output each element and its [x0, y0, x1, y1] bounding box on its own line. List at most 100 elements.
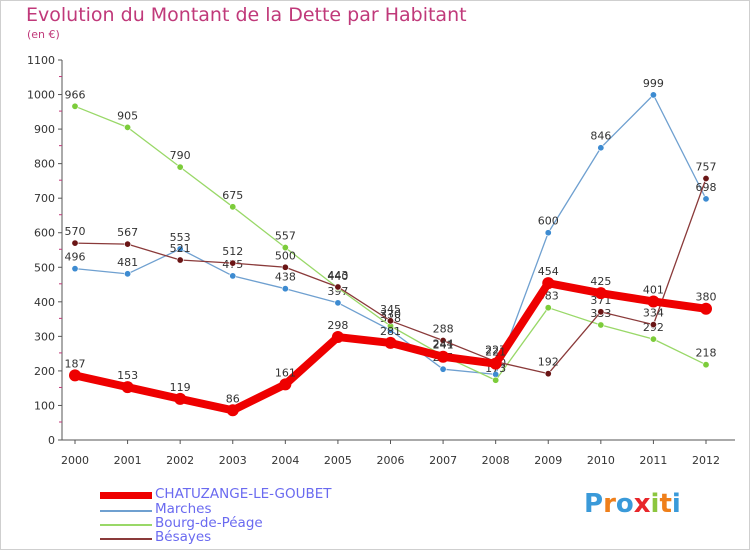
data-label: 698: [696, 181, 717, 194]
x-tick-label: 2007: [429, 454, 457, 467]
data-point: [334, 299, 342, 307]
data-point: [386, 317, 394, 325]
data-point: [71, 102, 79, 110]
x-tick-label: 2003: [219, 454, 247, 467]
data-label: 334: [643, 307, 664, 320]
data-label: 675: [222, 189, 243, 202]
x-tick-label: 2009: [534, 454, 562, 467]
data-label: 557: [275, 230, 296, 243]
data-label: 218: [696, 347, 717, 360]
x-tick-label: 2005: [324, 454, 352, 467]
data-point: [176, 256, 184, 264]
legend-swatch-bourg-de-peage: [100, 524, 152, 526]
legend-swatch-chatuzange: [100, 492, 152, 499]
data-point: [544, 304, 552, 312]
data-label: 567: [117, 226, 138, 239]
data-label: 119: [170, 381, 191, 394]
data-point: [700, 302, 712, 315]
proxiti-logo: Proxiti: [584, 489, 681, 519]
data-point: [649, 321, 657, 329]
y-tick-label: 400: [34, 296, 55, 309]
data-point: [594, 287, 607, 300]
data-point: [702, 174, 710, 182]
legend-label-besayes: Bésayes: [155, 529, 212, 545]
data-label: 481: [117, 256, 138, 269]
y-tick-label: 800: [34, 158, 55, 171]
data-label: 454: [538, 265, 559, 278]
data-point: [229, 272, 237, 280]
data-point: [71, 265, 79, 273]
chart-title: Evolution du Montant de la Dette par Hab…: [26, 4, 467, 26]
data-label: 153: [117, 369, 138, 382]
legend-swatch-marches: [100, 510, 152, 512]
data-label: 443: [327, 269, 348, 282]
x-tick-label: 2001: [114, 454, 142, 467]
data-label: 521: [170, 242, 191, 255]
data-label: 244: [433, 338, 454, 351]
y-tick-label: 1000: [27, 89, 55, 102]
x-tick-label: 2012: [692, 454, 720, 467]
data-label: 161: [275, 366, 296, 379]
data-point: [647, 295, 660, 308]
data-point: [226, 404, 239, 417]
x-tick-label: 2008: [482, 454, 510, 467]
data-point: [489, 357, 502, 370]
data-point: [597, 321, 605, 329]
y-tick-label: 700: [34, 192, 55, 205]
data-point: [439, 337, 447, 345]
data-label: 496: [65, 251, 86, 264]
data-point: [649, 91, 657, 99]
data-label: 905: [117, 109, 138, 122]
data-point: [597, 308, 605, 316]
data-point: [176, 163, 184, 171]
data-point: [331, 331, 344, 344]
data-label: 600: [538, 215, 559, 228]
y-tick-label: 200: [34, 365, 55, 378]
data-point: [281, 285, 289, 293]
data-point: [71, 239, 79, 247]
data-label: 966: [65, 88, 86, 101]
data-label: 553: [170, 231, 191, 244]
data-point: [281, 244, 289, 252]
data-label: 281: [380, 325, 401, 338]
x-tick-label: 2010: [587, 454, 615, 467]
data-point: [702, 195, 710, 203]
data-point: [229, 259, 237, 267]
data-point: [121, 381, 134, 394]
y-tick-label: 100: [34, 399, 55, 412]
y-tick-label: 1100: [27, 54, 55, 67]
data-label: 999: [643, 77, 664, 90]
data-point: [124, 123, 132, 131]
data-point: [124, 240, 132, 248]
x-tick-label: 2006: [377, 454, 405, 467]
data-point: [439, 365, 447, 373]
x-tick-label: 2000: [61, 454, 89, 467]
data-label: 401: [643, 283, 664, 296]
y-tick-label: 900: [34, 123, 55, 136]
data-label: 298: [327, 319, 348, 332]
data-point: [124, 270, 132, 278]
data-label: 192: [538, 356, 559, 369]
legend-swatch-besayes: [100, 538, 152, 540]
data-point: [702, 361, 710, 369]
data-label: 438: [275, 271, 296, 284]
data-point: [174, 392, 187, 405]
data-point: [437, 350, 450, 363]
data-label: 846: [590, 130, 611, 143]
data-label: 440: [327, 270, 348, 283]
legend-label-bourg-de-peage: Bourg-de-Péage: [155, 515, 263, 531]
data-point: [176, 245, 184, 253]
data-label: 86: [226, 392, 240, 405]
data-label: 345: [380, 303, 401, 316]
data-label: 221: [485, 346, 506, 359]
data-label: 570: [65, 225, 86, 238]
x-tick-label: 2002: [166, 454, 194, 467]
data-point: [492, 376, 500, 384]
data-point: [597, 144, 605, 152]
data-label: 425: [590, 275, 611, 288]
data-label: 512: [222, 245, 243, 258]
data-point: [384, 336, 397, 349]
x-tick-label: 2011: [639, 454, 667, 467]
data-label: 757: [696, 160, 717, 173]
